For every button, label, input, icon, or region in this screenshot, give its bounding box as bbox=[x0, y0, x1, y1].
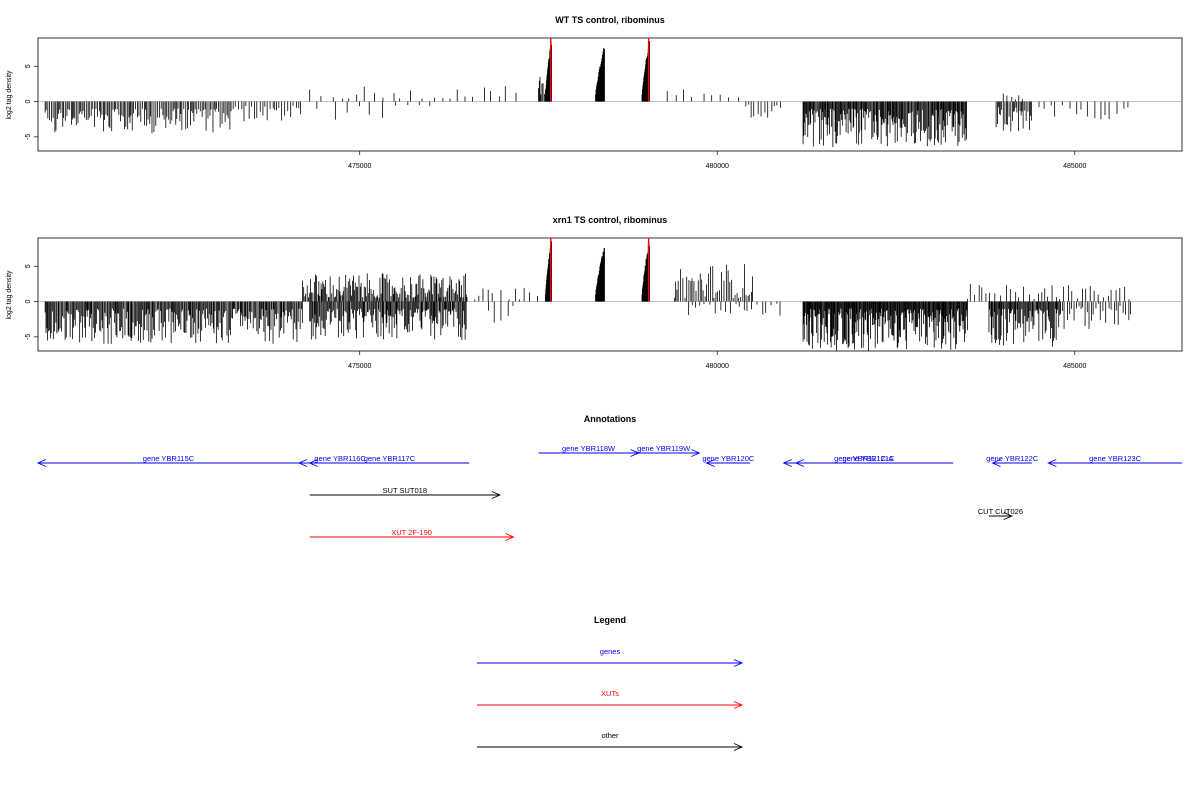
feature-label: gene YBR121C bbox=[842, 454, 895, 463]
feature-arrowhead bbox=[705, 459, 715, 467]
legend-item: XUTs bbox=[477, 689, 744, 709]
annotation-feature: CUT CUT026 bbox=[978, 507, 1023, 520]
feature-arrowhead bbox=[691, 449, 701, 457]
annotation-feature: gene YBR122C bbox=[986, 454, 1039, 467]
legend-items: genes XUTs other bbox=[477, 647, 744, 751]
legend-title: Legend bbox=[594, 615, 626, 625]
feature-arrowhead bbox=[794, 459, 805, 467]
annotations-title: Annotations bbox=[584, 414, 637, 424]
feature-label: gene YBR119W bbox=[637, 444, 691, 453]
feature-arrowhead bbox=[991, 459, 1001, 467]
annotation-feature: gene YBR115C bbox=[36, 454, 299, 467]
feature-label: CUT CUT026 bbox=[978, 507, 1023, 516]
feature-label: gene YBR121C-A bbox=[834, 454, 893, 463]
feature-arrowhead bbox=[1003, 512, 1013, 520]
annotation-feature: gene YBR120C bbox=[702, 454, 755, 467]
annotation-feature: SUT SUT018 bbox=[309, 486, 502, 499]
y-tick-label: -5 bbox=[25, 334, 32, 340]
xrn1-x-axis: 475000 480000 485000 bbox=[348, 351, 1087, 370]
feature-label: gene YBR123C bbox=[1089, 454, 1142, 463]
xrn1-track-panel: xrn1 TS control, ribominus -5 0 5 475000 48… bbox=[6, 215, 1183, 370]
annotation-feature: gene YBR123C bbox=[1047, 454, 1182, 467]
feature-label: gene YBR120C bbox=[702, 454, 755, 463]
wt-track-panel: WT TS control, ribominus -5 0 5 475000 4800… bbox=[6, 15, 1183, 170]
feature-arrowhead bbox=[36, 459, 47, 467]
x-tick-label: 475000 bbox=[348, 163, 371, 170]
annotation-feature: gene YBR119W bbox=[627, 444, 701, 457]
legend-item: other bbox=[477, 731, 744, 751]
wt-y-axis-label: log2 tag density bbox=[6, 70, 13, 120]
feature-label: XUT 2F-190 bbox=[391, 528, 432, 537]
annotation-feature: gene YBR121C-A bbox=[794, 454, 932, 467]
xrn1-y-axis: -5 0 5 bbox=[25, 264, 38, 340]
y-tick-label: -5 bbox=[25, 134, 32, 140]
legend-arrowhead bbox=[733, 743, 744, 751]
legend-item: genes bbox=[477, 647, 744, 667]
feature-label: gene YBR116C bbox=[314, 454, 366, 463]
annotation-feature: XUT 2F-190 bbox=[309, 528, 515, 541]
feature-label: SUT SUT018 bbox=[383, 486, 427, 495]
feature-label: gene YBR122C bbox=[986, 454, 1039, 463]
legend-arrowhead bbox=[733, 701, 744, 709]
xrn1-plot-frame bbox=[37, 237, 1183, 352]
xrn1-density-bars bbox=[44, 238, 1131, 351]
y-tick-label: 5 bbox=[25, 64, 32, 68]
feature-arrowhead bbox=[782, 459, 792, 467]
x-tick-label: 485000 bbox=[1063, 363, 1086, 370]
feature-label: gene YBR117C bbox=[364, 454, 416, 463]
legend-label: XUTs bbox=[601, 689, 619, 698]
legend-label: other bbox=[601, 731, 619, 740]
annotations-panel: Annotations gene YBR115C gene YBR116Cgene… bbox=[36, 414, 1182, 541]
feature-label: gene YBR118W bbox=[562, 444, 616, 453]
feature-arrowhead bbox=[1047, 459, 1057, 467]
wt-track-title: WT TS control, ribominus bbox=[555, 15, 665, 25]
legend-arrowhead bbox=[733, 659, 744, 667]
legend-label: genes bbox=[600, 647, 621, 656]
feature-arrowhead bbox=[308, 459, 318, 467]
legend-panel: Legend genes XUTs other bbox=[477, 615, 744, 751]
y-tick-label: 0 bbox=[25, 100, 32, 104]
y-tick-label: 5 bbox=[25, 264, 32, 268]
annotation-feature: gene YBR118W bbox=[538, 444, 640, 457]
xrn1-y-axis-label: log2 tag density bbox=[6, 270, 13, 320]
feature-arrowhead bbox=[491, 491, 502, 499]
x-tick-label: 480000 bbox=[706, 163, 729, 170]
x-tick-label: 475000 bbox=[348, 363, 371, 370]
annotation-feature: gene YBR117C bbox=[308, 454, 470, 467]
x-tick-label: 480000 bbox=[706, 363, 729, 370]
wt-plot-frame bbox=[37, 37, 1183, 152]
x-tick-label: 485000 bbox=[1063, 163, 1086, 170]
y-tick-label: 0 bbox=[25, 300, 32, 304]
feature-label: gene YBR115C bbox=[143, 454, 195, 463]
feature-arrowhead bbox=[297, 459, 308, 467]
feature-arrowhead bbox=[505, 533, 515, 541]
wt-x-axis: 475000 480000 485000 bbox=[348, 151, 1087, 170]
wt-density-bars bbox=[44, 38, 1129, 148]
wt-y-axis: -5 0 5 bbox=[25, 64, 38, 140]
xrn1-track-title: xrn1 TS control, ribominus bbox=[553, 215, 668, 225]
